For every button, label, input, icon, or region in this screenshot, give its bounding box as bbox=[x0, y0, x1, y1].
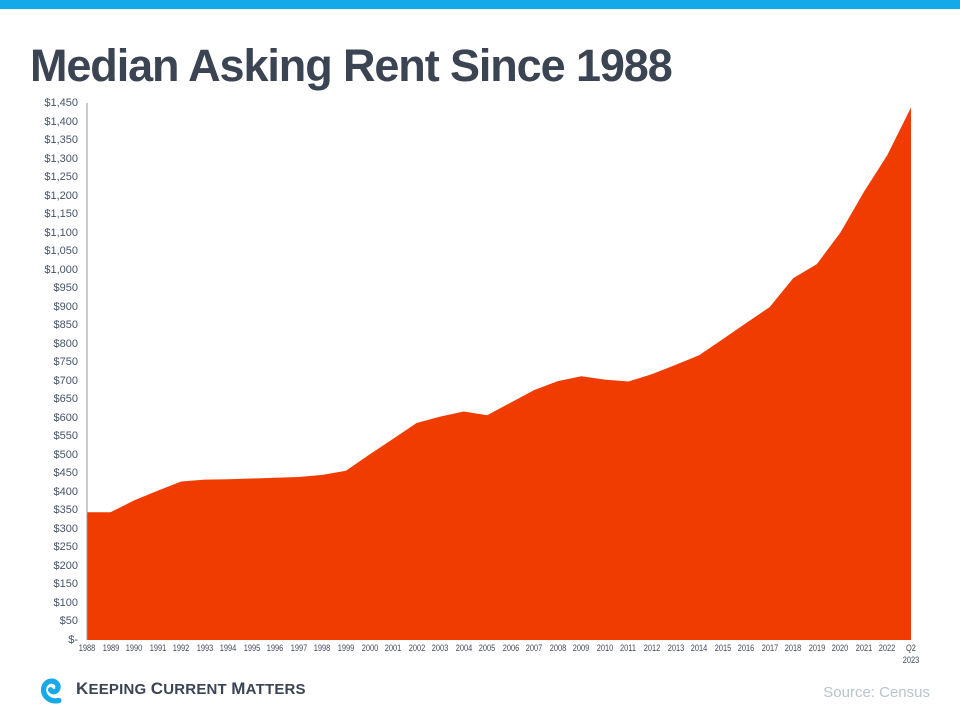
svg-text:KEEPING CURRENT MATTERS: KEEPING CURRENT MATTERS bbox=[76, 679, 306, 698]
